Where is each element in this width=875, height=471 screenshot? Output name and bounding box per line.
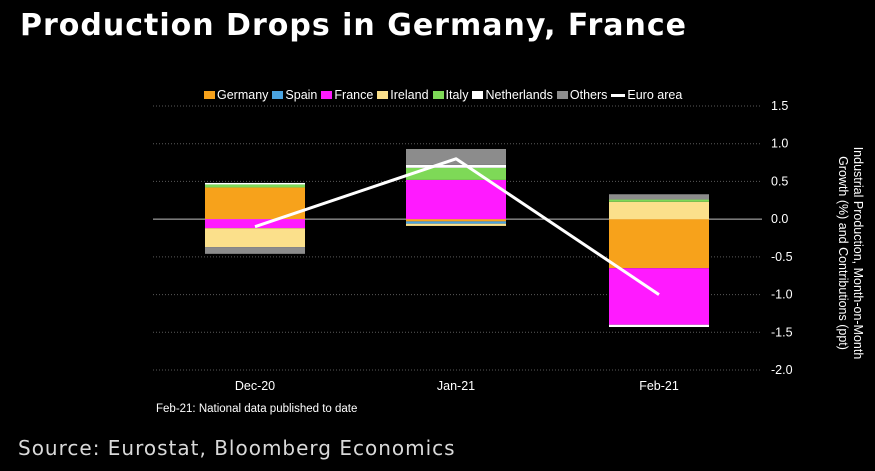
- legend-swatch: [272, 91, 284, 99]
- bar-others-dec-20: [205, 247, 305, 254]
- bar-france-dec-20: [205, 219, 305, 229]
- y-tick-label: 0.5: [771, 174, 788, 188]
- legend-swatch: [321, 91, 333, 99]
- x-tick-label: Jan-21: [437, 379, 475, 393]
- bar-others-jan-21: [406, 148, 506, 165]
- line-euro-area: [254, 157, 660, 296]
- bar-ireland-feb-21: [609, 201, 709, 220]
- legend-swatch: [432, 91, 444, 99]
- y-tick-label: 1.0: [771, 137, 788, 151]
- legend-label: Germany: [217, 88, 269, 102]
- bar-italy-feb-21: [609, 199, 709, 202]
- x-tick-label: Dec-20: [235, 379, 275, 393]
- bar-others-feb-21: [609, 194, 709, 200]
- bar-netherlands-feb-21: [609, 324, 709, 328]
- legend-item-euro-area: Euro area: [611, 88, 682, 102]
- legend-swatch: [556, 91, 568, 99]
- bar-ireland-jan-21: [406, 223, 506, 226]
- y-tick-label: -1.5: [771, 325, 793, 339]
- bar-france-feb-21: [609, 268, 709, 325]
- chart-source: Source: Eurostat, Bloomberg Economics: [18, 436, 456, 460]
- legend-label: Netherlands: [485, 88, 553, 102]
- bar-france-jan-21: [406, 179, 506, 220]
- bar-germany-feb-21: [609, 219, 709, 269]
- y-tick-label: -2.0: [771, 363, 793, 377]
- legend-item-italy: Italy: [432, 88, 469, 102]
- y-axis-label-line-1: Industrial Production, Month-on-Month: [851, 146, 865, 360]
- legend-label: France: [334, 88, 374, 102]
- bar-italy-dec-20: [205, 184, 305, 188]
- legend-swatch: [204, 91, 215, 99]
- y-tick-label: 0.0: [771, 212, 788, 226]
- bar-germany-jan-21: [406, 219, 506, 222]
- legend-item-france: France: [321, 88, 373, 102]
- chart-title: Production Drops in Germany, France: [20, 8, 688, 43]
- bar-ireland-dec-20: [205, 228, 305, 248]
- legend-label: Ireland: [390, 88, 429, 102]
- y-tick-label: -1.0: [771, 288, 793, 302]
- legend-swatch: [611, 93, 626, 97]
- legend-item-others: Others: [556, 88, 608, 102]
- legend-label: Spain: [285, 88, 318, 102]
- legend-item-spain: Spain: [272, 88, 317, 102]
- y-axis-label: Industrial Production, Month-on-Month Gr…: [835, 147, 865, 360]
- x-tick-label: Feb-21: [639, 379, 679, 393]
- legend-swatch: [472, 91, 484, 99]
- legend-label: Others: [569, 88, 608, 102]
- legend-swatch: [377, 91, 389, 99]
- legend-label: Euro area: [627, 88, 683, 102]
- y-tick-label: -0.5: [771, 250, 793, 264]
- bar-spain-jan-21: [406, 221, 506, 224]
- legend-item-germany: Germany: [204, 88, 268, 102]
- y-axis-label-line-2: Growth (%) and Contributions (ppt): [836, 156, 850, 350]
- legend-item-netherlands: Netherlands: [472, 88, 553, 102]
- chart-legend: Germany Spain France Ireland Italy Netherland…: [204, 88, 686, 102]
- legend-item-ireland: Ireland: [377, 88, 429, 102]
- chart-note: Feb-21: National data published to date: [156, 403, 358, 415]
- bar-netherlands-jan-21: [406, 164, 506, 168]
- legend-label: Italy: [445, 88, 469, 102]
- y-tick-label: 1.5: [771, 99, 788, 113]
- bar-netherlands-dec-20: [205, 182, 305, 185]
